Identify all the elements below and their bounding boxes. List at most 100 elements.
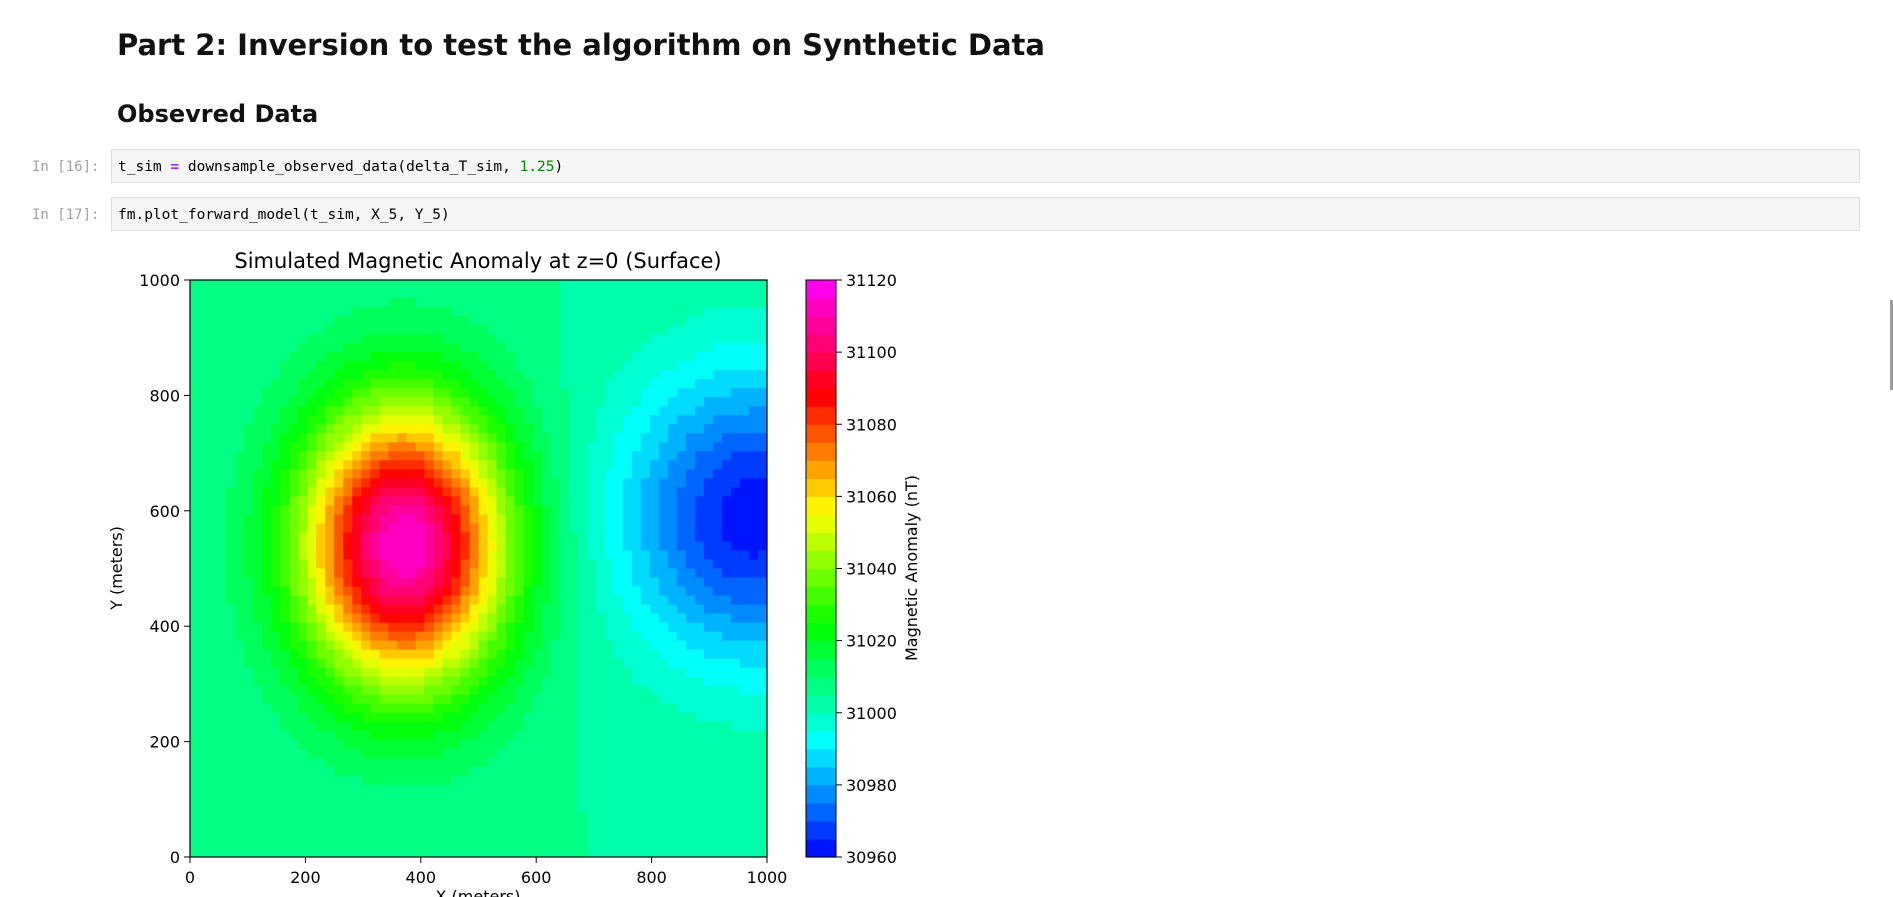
contour-cell — [298, 460, 308, 470]
contour-cell — [649, 793, 660, 804]
contour-cell — [433, 334, 444, 344]
contour-cell — [415, 487, 426, 497]
contour-cell — [307, 298, 317, 308]
contour-cell — [406, 631, 416, 642]
contour-cell — [748, 280, 759, 290]
contour-cell — [712, 586, 723, 597]
contour-cell — [226, 352, 236, 362]
contour-cell — [379, 811, 389, 822]
contour-cell — [532, 739, 543, 750]
contour-cell — [568, 460, 579, 470]
contour-cell — [397, 829, 407, 840]
contour-cell — [370, 694, 380, 705]
contour-cell — [397, 415, 407, 425]
contour-cell — [667, 766, 678, 777]
contour-cell — [289, 586, 299, 597]
contour-cell — [469, 532, 480, 543]
contour-cell — [334, 289, 344, 299]
contour-cell — [496, 676, 507, 687]
contour-cell — [397, 667, 407, 678]
contour-cell — [523, 388, 534, 398]
contour-cell — [271, 802, 281, 813]
contour-cell — [460, 532, 471, 543]
contour-cell — [604, 838, 615, 849]
contour-cell — [406, 829, 416, 840]
contour-cell — [721, 469, 732, 479]
contour-cell — [253, 406, 263, 416]
contour-cell — [739, 505, 750, 516]
code-editor[interactable]: fm.plot_forward_model(t_sim, X_5, Y_5) — [111, 197, 1860, 231]
contour-cell — [379, 694, 389, 705]
code-cell-16[interactable]: In [16]: t_sim = downsample_observed_dat… — [0, 149, 1893, 185]
contour-cell — [433, 712, 444, 723]
contour-cell — [379, 496, 389, 506]
contour-cell — [685, 757, 696, 768]
contour-cell — [568, 730, 579, 741]
x-tick-label: 1000 — [747, 868, 788, 887]
contour-cell — [343, 433, 353, 443]
contour-cell — [271, 568, 281, 579]
contour-cell — [325, 676, 335, 687]
contour-cell — [361, 658, 371, 669]
contour-cell — [748, 595, 759, 606]
contour-cell — [514, 289, 525, 299]
contour-cell — [388, 559, 398, 570]
contour-cell — [712, 649, 723, 660]
contour-cell — [613, 487, 624, 497]
contour-cell — [370, 424, 380, 434]
contour-cell — [199, 316, 209, 326]
contour-cell — [271, 649, 281, 660]
code-cell-17[interactable]: In [17]: fm.plot_forward_model(t_sim, X_… — [0, 197, 1893, 233]
contour-cell — [298, 721, 308, 732]
contour-cell — [676, 658, 687, 669]
contour-cell — [325, 352, 335, 362]
contour-cell — [685, 289, 696, 299]
contour-cell — [748, 748, 759, 759]
contour-cell — [550, 703, 561, 714]
contour-cell — [352, 784, 362, 795]
contour-cell — [271, 667, 281, 678]
contour-cell — [739, 397, 750, 407]
contour-cell — [460, 514, 471, 525]
code-editor[interactable]: t_sim = downsample_observed_data(delta_T… — [111, 149, 1860, 183]
contour-cell — [352, 451, 362, 461]
contour-cell — [640, 586, 651, 597]
contour-cell — [361, 406, 371, 416]
contour-cell — [541, 469, 552, 479]
contour-cell — [523, 415, 534, 425]
contour-cell — [658, 739, 669, 750]
contour-cell — [316, 523, 326, 534]
contour-cell — [577, 577, 588, 588]
scrollbar-thumb[interactable] — [1890, 300, 1893, 390]
contour-cell — [271, 757, 281, 768]
contour-cell — [496, 352, 507, 362]
colorbar-level — [806, 532, 836, 552]
contour-cell — [190, 298, 200, 308]
contour-cell — [424, 280, 435, 290]
contour-cell — [253, 739, 263, 750]
contour-cell — [640, 388, 651, 398]
contour-cell — [262, 505, 272, 516]
contour-cell — [739, 748, 750, 759]
contour-cell — [676, 847, 687, 857]
contour-cell — [325, 586, 335, 597]
contour-cell — [442, 793, 453, 804]
contour-cell — [406, 334, 416, 344]
contour-cell — [550, 343, 561, 353]
contour-cell — [217, 730, 227, 741]
contour-cell — [478, 424, 489, 434]
contour-cell — [586, 397, 597, 407]
contour-cell — [406, 325, 416, 335]
contour-cell — [586, 280, 597, 290]
contour-cell — [487, 478, 498, 488]
contour-cell — [271, 541, 281, 552]
contour-cell — [199, 334, 209, 344]
contour-cell — [361, 577, 371, 588]
contour-cell — [703, 514, 714, 525]
contour-cell — [190, 748, 200, 759]
contour-cell — [631, 550, 642, 561]
contour-cell — [451, 838, 462, 849]
contour-cell — [388, 748, 398, 759]
contour-cell — [730, 676, 741, 687]
contour-cell — [451, 487, 462, 497]
